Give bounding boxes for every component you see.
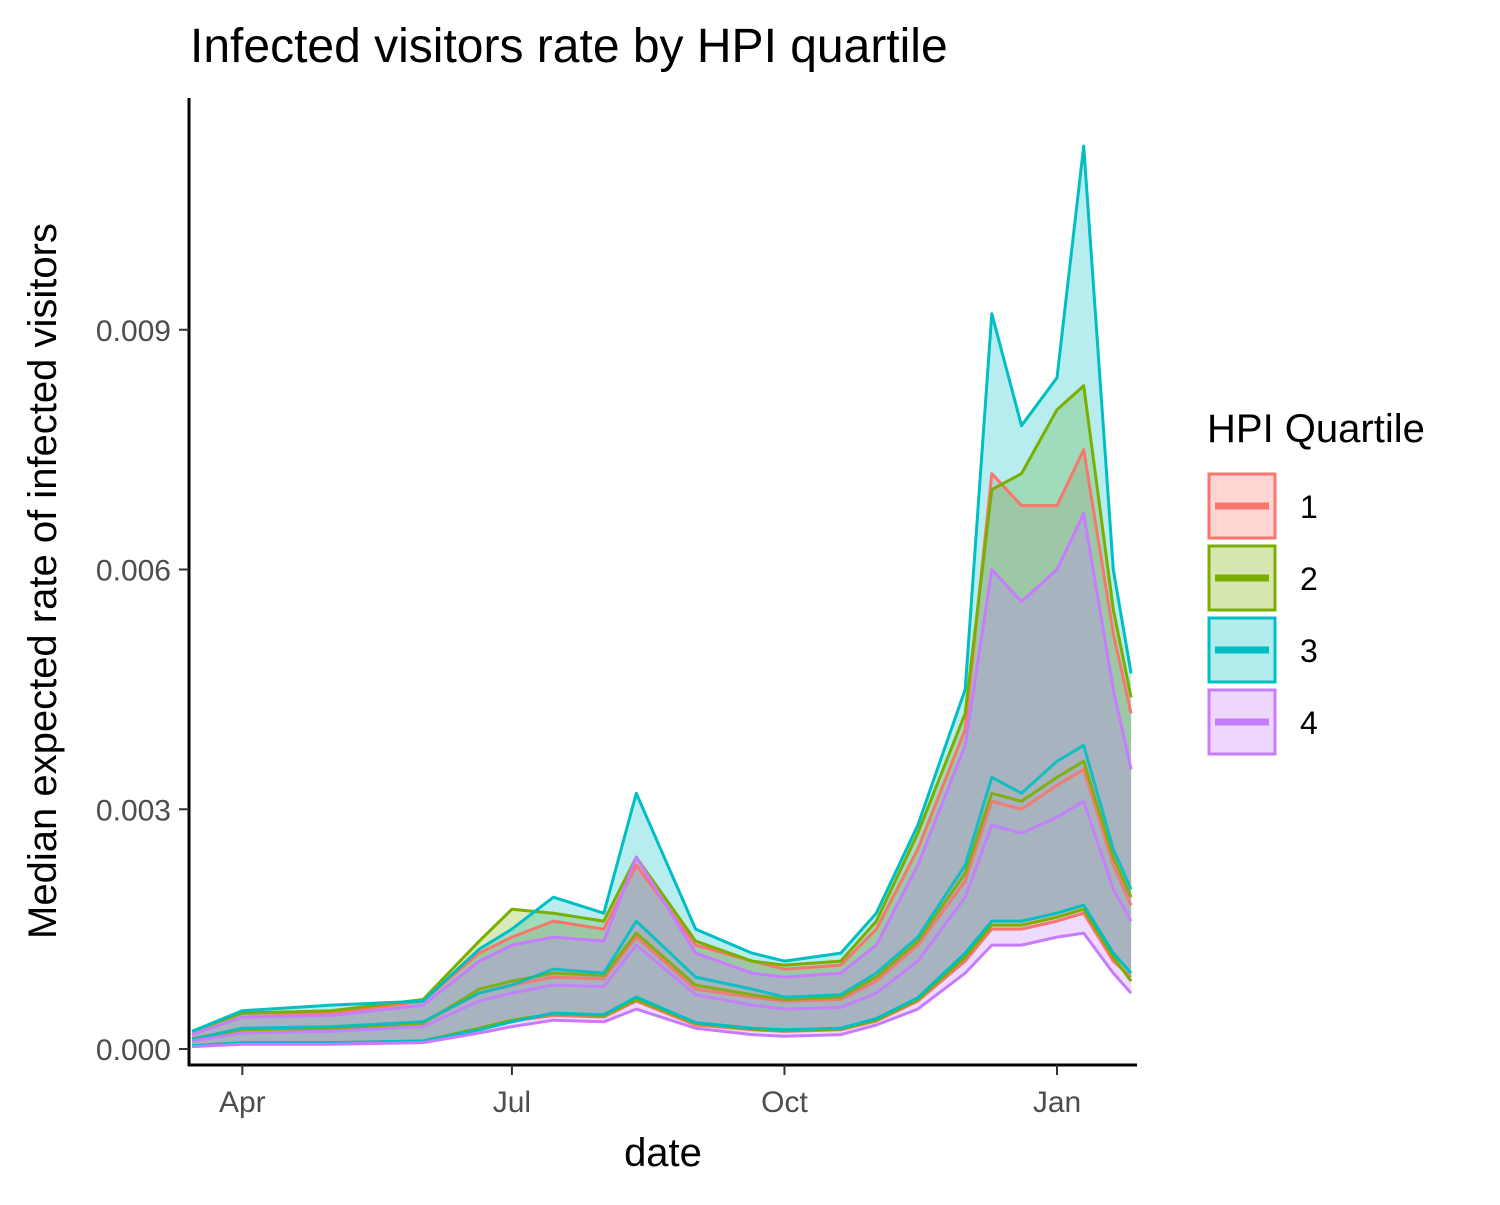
lower-line-series-4	[191, 931, 1133, 1049]
x-tick-label: Jan	[1033, 1086, 1081, 1119]
y-ticks: 0.000 0.003 0.006 0.009	[96, 315, 189, 1067]
x-axis-label: date	[624, 1131, 702, 1175]
upper-line-series-4	[191, 512, 1133, 1037]
legend-label-3: 3	[1300, 633, 1318, 669]
lower-line-series-3	[191, 903, 1133, 1048]
y-tick-label: 0.009	[96, 315, 171, 348]
upper-line-series-3	[191, 144, 1133, 1033]
band-series-4	[192, 513, 1132, 1047]
legend-title: HPI Quartile	[1207, 407, 1425, 451]
band-series-1	[192, 449, 1132, 1046]
upper-line-series-2	[191, 384, 1133, 1033]
y-tick-label: 0.000	[96, 1034, 171, 1067]
median-line-series-3	[191, 743, 1133, 1041]
legend-label-1: 1	[1300, 489, 1318, 525]
x-ticks: Apr Jul Oct Jan	[219, 1065, 1081, 1119]
x-tick-label: Jul	[493, 1086, 531, 1119]
band-series-3	[192, 146, 1132, 1046]
band-layer	[192, 146, 1132, 1047]
legend-label-4: 4	[1300, 705, 1318, 741]
legend-label-2: 2	[1300, 561, 1318, 597]
x-tick-label: Oct	[761, 1086, 808, 1119]
line-layer	[191, 144, 1133, 1049]
y-tick-label: 0.003	[96, 794, 171, 827]
x-tick-label: Apr	[219, 1086, 266, 1119]
y-axis-label: Median expected rate of infected visitor…	[21, 223, 65, 939]
median-line-series-4	[191, 799, 1133, 1043]
y-tick-label: 0.006	[96, 555, 171, 588]
chart-title: Infected visitors rate by HPI quartile	[190, 20, 948, 73]
legend: HPI Quartile 1 2 3 4	[1207, 407, 1425, 756]
